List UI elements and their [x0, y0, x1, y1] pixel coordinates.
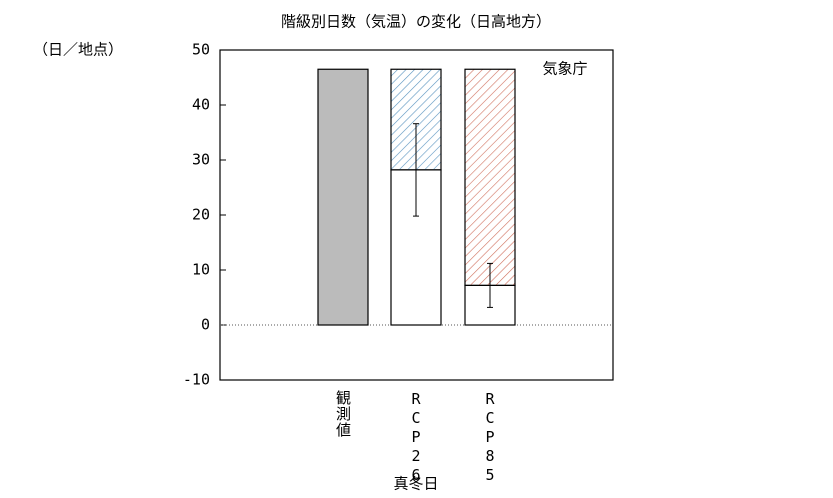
bar [317, 68, 369, 326]
y-tick-label: 20 [192, 206, 210, 224]
bar [464, 68, 516, 286]
y-tick-label: -10 [183, 371, 210, 389]
y-tick-label: 30 [192, 151, 210, 169]
y-tick-label: 0 [201, 316, 210, 334]
y-tick-label: 10 [192, 261, 210, 279]
x-tick-label: 観測値 [334, 390, 352, 438]
x-tick-label: RCP85 [481, 390, 499, 485]
x-axis-label: 真冬日 [393, 475, 438, 493]
chart-title: 階級別日数（気温）の変化（日高地方） [281, 13, 551, 31]
y-axis-label: （日／地点） [33, 41, 123, 59]
y-tick-label: 40 [192, 96, 210, 114]
annotation: 気象庁 [542, 60, 587, 78]
x-tick-label: RCP26 [407, 390, 425, 485]
y-tick-label: 50 [192, 41, 210, 59]
